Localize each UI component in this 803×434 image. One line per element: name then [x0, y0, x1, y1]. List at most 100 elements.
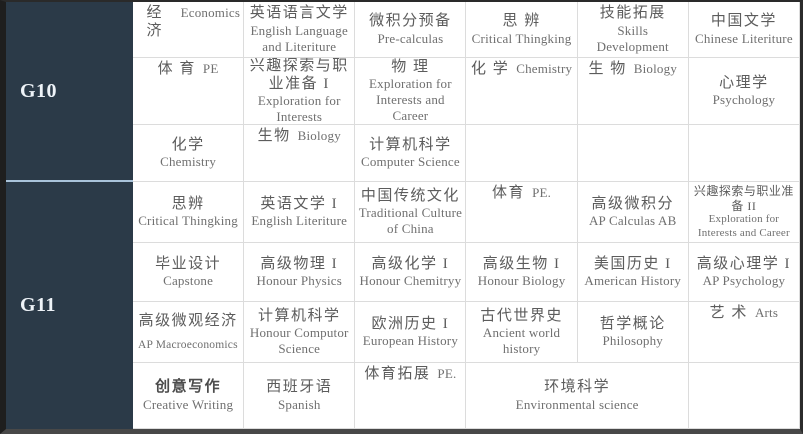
course-name-zh: 物 理 — [391, 59, 430, 76]
course-cell: 兴趣探索与职业准备 I Exploration for Interests — [244, 58, 356, 125]
course-name-zh: 高级心理学 I — [696, 255, 792, 272]
course-cell: 高级微观经济 AP Macroeconomics — [133, 302, 245, 363]
course-name-zh: 生物 — [257, 128, 291, 144]
course-cell: 化学 Chemistry — [133, 125, 245, 182]
course-cell: 环境科学 Environmental science — [466, 363, 689, 429]
course-cell: 美国历史 I American History — [577, 243, 689, 302]
course-name-en: Honour Biology — [477, 273, 566, 289]
course-name-en: Creative Writing — [142, 396, 234, 412]
course-cell: 思 辨 Critical Thingking — [466, 2, 578, 58]
course-name-zh: 欧洲历史 I — [371, 315, 450, 332]
course-name-en: European History — [362, 333, 459, 349]
empty-cell — [688, 363, 800, 429]
course-name-zh: 计算机科学 — [369, 136, 452, 153]
course-cell: 古代世界史 Ancient world history — [466, 302, 578, 363]
grade-label-g11: G11 — [6, 182, 133, 429]
course-name-en: PE — [202, 61, 219, 76]
course-cell: 中国传统文化 Traditional Culture of China — [355, 182, 467, 243]
course-name-zh: 计算机科学 — [257, 307, 341, 324]
grade-label-g10: G10 — [6, 2, 133, 182]
course-cell: 兴趣探索与职业准备 II Exploration for Interests an… — [688, 182, 800, 243]
course-cell: 技能拓展 Skills Development — [577, 2, 689, 58]
course-cell: 艺 术 Arts — [688, 302, 800, 363]
course-cell: 物 理 Exploration for Interests and Career — [355, 58, 467, 125]
course-name-zh: 微积分预备 — [369, 13, 452, 30]
course-name-en: Honour Chemitryy — [359, 273, 462, 289]
course-name-en: AP Macroeconomics — [138, 338, 238, 351]
course-name-zh: 体育拓展 — [364, 366, 431, 382]
course-name-en: Ancient world history — [482, 325, 561, 357]
course-name-en: Spanish — [277, 396, 321, 412]
course-name-zh: 美国历史 I — [593, 255, 672, 272]
course-name-en: Honour Physics — [256, 273, 342, 289]
empty-cell — [466, 125, 578, 182]
course-name-zh: 高级微观经济 — [138, 313, 238, 330]
course-cell: 高级物理 I Honour Physics — [244, 243, 356, 302]
course-name-zh: 中国传统文化 — [360, 187, 460, 204]
course-cell: 体育 PE. — [466, 182, 578, 243]
course-name-en: Exploration for Interests — [257, 93, 341, 125]
course-cell: 计算机科学 Honour Computor Science — [244, 302, 356, 363]
course-cell: 高级化学 I Honour Chemitryy — [355, 243, 467, 302]
course-name-zh: 高级物理 I — [260, 255, 339, 272]
course-name-zh: 英语文学 I — [260, 195, 339, 212]
course-name-zh: 英语语言文学 — [249, 5, 349, 22]
course-name-zh: 兴趣探索与职业准备 II — [693, 183, 794, 213]
course-cell: 化 学 Chemistry — [466, 58, 578, 125]
course-cell: 计算机科学 Computer Science — [355, 125, 467, 182]
course-name-en: Environmental science — [515, 396, 639, 412]
course-name-en: Honour Computor Science — [249, 325, 349, 357]
course-name-en: Chemistry — [516, 61, 573, 76]
course-cell: 哲学概论 Philosophy — [577, 302, 689, 363]
course-cell: 英语文学 I English Literiture — [244, 182, 356, 243]
course-name-en: Computer Science — [360, 154, 460, 170]
course-name-zh: 心理学 — [719, 74, 769, 91]
course-cell: 微积分预备 Pre-calculas — [355, 2, 467, 58]
course-name-zh: 中国文学 — [710, 13, 777, 30]
course-name-zh: 技能拓展 — [599, 5, 666, 22]
course-name-zh: 体育 — [492, 185, 526, 201]
course-cell: 英语语言文学 English Language and Literiture — [244, 2, 356, 58]
course-cell: 体育拓展 PE. — [355, 363, 467, 429]
course-cell: 西班牙语 Spanish — [244, 363, 356, 429]
course-name-en: PE. — [532, 185, 552, 200]
course-cell: 生 物 Biology — [577, 58, 689, 125]
course-name-en: AP Calculas AB — [588, 213, 677, 229]
course-name-zh: 艺 术 — [709, 305, 748, 321]
course-cell: 欧洲历史 I European History — [355, 302, 467, 363]
course-name-zh: 毕业设计 — [155, 255, 222, 272]
course-name-zh: 经 济 — [146, 5, 164, 40]
course-name-zh: 高级生物 I — [482, 255, 561, 272]
course-cell: 思辨 Critical Thingking — [133, 182, 245, 243]
course-name-en: Psychology — [712, 92, 776, 108]
course-name-zh: 环境科学 — [544, 379, 611, 396]
course-name-en: Exploration for Interests and Career — [697, 213, 790, 239]
course-name-zh: 西班牙语 — [266, 379, 333, 396]
course-name-en: Biology — [297, 128, 341, 143]
course-name-en: Arts — [754, 305, 779, 320]
empty-cell — [577, 125, 689, 182]
course-name-zh: 高级化学 I — [371, 255, 450, 272]
course-cell: 心理学 Psychology — [688, 58, 800, 125]
course-name-zh: 化学 — [171, 136, 205, 153]
course-cell: 高级生物 I Honour Biology — [466, 243, 578, 302]
course-cell: 创意写作 Creative Writing — [133, 363, 245, 429]
course-name-zh: 高级微积分 — [591, 195, 674, 212]
course-name-en: English Literiture — [251, 213, 348, 229]
course-name-zh: 化 学 — [470, 61, 510, 77]
course-cell: 高级微积分 AP Calculas AB — [577, 182, 689, 243]
course-name-en: AP Psychology — [702, 273, 786, 289]
course-name-zh: 创意写作 — [155, 379, 222, 396]
course-cell: 生物 Biology — [244, 125, 356, 182]
course-name-zh: 哲学概论 — [599, 315, 666, 332]
course-name-zh: 生 物 — [588, 61, 627, 77]
course-name-en: Critical Thingking — [471, 30, 572, 46]
course-cell: 高级心理学 I AP Psychology — [688, 243, 800, 302]
course-name-zh: 思 辨 — [502, 13, 541, 30]
course-name-zh: 思辨 — [171, 195, 205, 212]
course-name-zh: 体 育 — [157, 61, 196, 77]
course-name-en: American History — [584, 273, 682, 289]
course-name-en: Capstone — [163, 273, 214, 289]
course-name-en: Pre-calculas — [377, 30, 444, 46]
